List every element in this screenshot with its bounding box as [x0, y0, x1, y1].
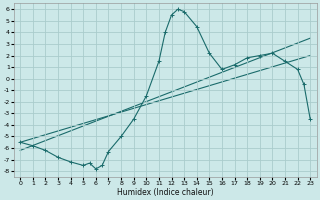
- X-axis label: Humidex (Indice chaleur): Humidex (Indice chaleur): [117, 188, 213, 197]
